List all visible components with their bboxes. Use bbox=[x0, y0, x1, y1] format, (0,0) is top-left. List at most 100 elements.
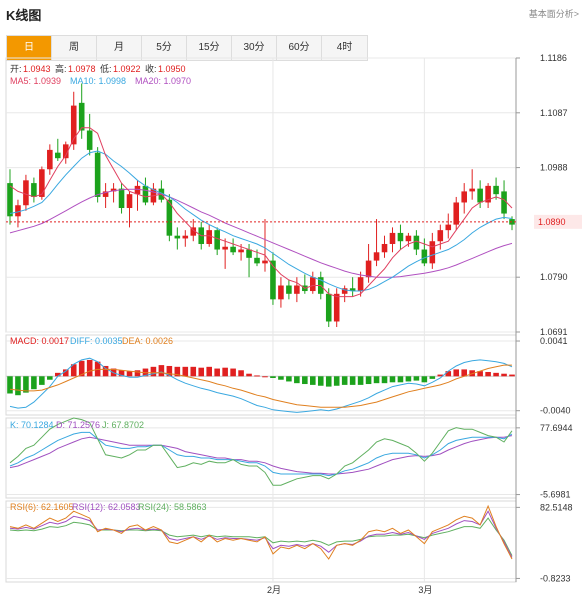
chart-labels: 开: 1.0943 高: 1.0978 低: 1.0922 收: 1.0950 … bbox=[10, 53, 573, 595]
candle-body bbox=[333, 293, 340, 322]
macd-bar bbox=[317, 376, 324, 386]
macd-bar bbox=[31, 376, 37, 390]
tab-60min[interactable]: 60分 bbox=[277, 36, 322, 60]
high-label: 高: bbox=[55, 63, 67, 74]
tab-week[interactable]: 周 bbox=[52, 36, 97, 60]
candle-body bbox=[469, 188, 475, 192]
candle-body bbox=[23, 180, 29, 206]
diff-line bbox=[9, 357, 513, 413]
open-label: 开: bbox=[10, 64, 22, 74]
close-label: 收: bbox=[145, 63, 157, 74]
candle-body bbox=[357, 277, 364, 292]
candle-body bbox=[222, 246, 228, 250]
tab-day[interactable]: 日 bbox=[7, 36, 52, 60]
macd-bar bbox=[166, 365, 173, 377]
macd-bar bbox=[333, 376, 340, 386]
candle-body bbox=[453, 202, 460, 225]
macd-bar bbox=[278, 376, 284, 380]
candle-body bbox=[182, 235, 189, 239]
macd-bar bbox=[429, 376, 436, 379]
macd-bar bbox=[493, 372, 499, 377]
rsi24-label: RSI(24): 58.5863 bbox=[138, 502, 207, 512]
tab-30min[interactable]: 30分 bbox=[232, 36, 277, 60]
macd-bar bbox=[262, 376, 268, 378]
macd-bar bbox=[381, 376, 388, 384]
rsi-panel-frame bbox=[5, 500, 517, 583]
macd-bar bbox=[118, 370, 125, 377]
rsi6-label: RSI(6): 62.1605 bbox=[10, 502, 74, 512]
tab-5min[interactable]: 5分 bbox=[142, 36, 187, 60]
k-label: K: 70.1284 bbox=[10, 420, 54, 430]
candle-body bbox=[349, 288, 356, 292]
candle-body bbox=[31, 183, 37, 197]
candle-body bbox=[286, 285, 292, 294]
rsi-y-tick-label: -0.8233 bbox=[540, 573, 571, 583]
candle-body bbox=[445, 224, 452, 231]
macd-bar bbox=[413, 376, 420, 381]
macd-bar bbox=[214, 368, 220, 377]
macd-bar bbox=[55, 372, 61, 377]
macd-bar bbox=[357, 376, 364, 385]
candle-body bbox=[94, 152, 101, 197]
macd-bar bbox=[485, 371, 491, 377]
macd-bar bbox=[7, 376, 13, 394]
macd-bar bbox=[270, 376, 276, 379]
candle-body bbox=[421, 249, 428, 264]
candle-body bbox=[174, 235, 181, 239]
candle-body bbox=[7, 183, 13, 217]
tab-15min[interactable]: 15分 bbox=[187, 36, 232, 60]
macd-bar bbox=[286, 376, 292, 382]
macd-bar bbox=[302, 376, 308, 385]
chart-marks bbox=[6, 83, 582, 560]
candle-body bbox=[15, 205, 21, 217]
macd-bar bbox=[198, 367, 205, 377]
candle-body bbox=[254, 257, 260, 264]
candle-body bbox=[429, 241, 436, 264]
price-y-tick-label: 1.0988 bbox=[540, 163, 568, 173]
macd-bar bbox=[437, 374, 444, 377]
ma5-line bbox=[9, 127, 513, 298]
k-line bbox=[9, 431, 513, 477]
candle-body bbox=[405, 235, 412, 242]
tab-4hour[interactable]: 4时 bbox=[336, 42, 353, 53]
candle-body bbox=[365, 260, 372, 278]
diff-label: DIFF: 0.0035 bbox=[70, 336, 123, 346]
candle-body bbox=[325, 293, 332, 322]
macd-bar bbox=[501, 373, 507, 377]
price-panel-frame bbox=[5, 57, 517, 333]
candle-body bbox=[86, 130, 93, 150]
tab-month[interactable]: 月 bbox=[97, 36, 142, 60]
ma10-label: MA10: 1.0998 bbox=[70, 76, 126, 86]
candle-body bbox=[142, 185, 149, 203]
macd-bar bbox=[39, 376, 45, 385]
macd-bar bbox=[126, 371, 133, 377]
low-label: 低: bbox=[100, 63, 112, 74]
price-y-tick-label: 1.1087 bbox=[540, 108, 568, 118]
candle-body bbox=[62, 144, 69, 159]
current-price-badge bbox=[534, 214, 582, 229]
macd-bar bbox=[405, 376, 412, 382]
macd-label: MACD: 0.0017 bbox=[10, 336, 69, 346]
price-y-tick-label: 1.0691 bbox=[540, 327, 568, 337]
price-y-tick-label: 1.1186 bbox=[540, 53, 567, 63]
macd-bar bbox=[70, 364, 77, 377]
rsi-y-tick-label: 82.5148 bbox=[540, 502, 573, 512]
candle-body bbox=[501, 191, 507, 214]
high-value: 1.0978 bbox=[68, 64, 96, 74]
d-line bbox=[9, 435, 513, 475]
candle-body bbox=[47, 149, 53, 170]
macd-bar bbox=[421, 376, 428, 383]
macd-bar bbox=[349, 376, 356, 385]
price-y-tick-label: 1.0790 bbox=[540, 272, 568, 282]
close-value: 1.0950 bbox=[158, 64, 186, 74]
candle-body bbox=[262, 260, 268, 264]
macd-bar bbox=[477, 371, 483, 377]
candle-body bbox=[118, 188, 125, 209]
d-label: D: 71.2576 bbox=[56, 420, 100, 430]
x-tick-label: 2月 bbox=[267, 585, 281, 595]
macd-bar bbox=[461, 369, 467, 377]
candle-body bbox=[102, 191, 109, 197]
j-line bbox=[9, 417, 513, 486]
fundamental-analysis-link[interactable]: 基本面分析> bbox=[528, 9, 579, 19]
